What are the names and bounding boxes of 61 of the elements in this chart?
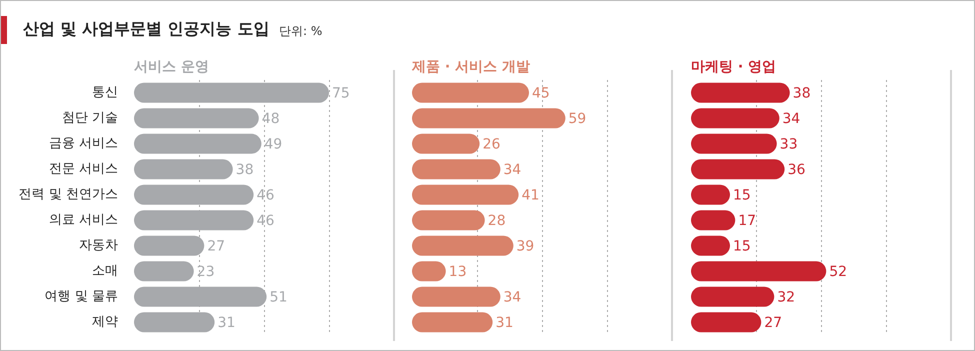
data-label: 33 <box>780 136 798 152</box>
bar <box>412 236 514 256</box>
data-label: 46 <box>256 212 275 229</box>
y-tick-label: 의료 서비스 <box>48 212 118 228</box>
series-label: 서비스 운영 <box>134 58 209 76</box>
y-tick-label: 통신 <box>92 85 118 100</box>
y-tick-label: 여행 및 물류 <box>44 289 118 304</box>
data-label: 52 <box>829 264 848 280</box>
bar <box>412 82 529 103</box>
data-label: 34 <box>503 162 522 178</box>
data-label: 48 <box>262 110 280 127</box>
data-label: 27 <box>764 314 782 331</box>
data-label: 38 <box>236 162 254 178</box>
data-label: 32 <box>777 289 796 306</box>
data-label: 75 <box>332 85 350 102</box>
bar <box>691 159 785 180</box>
series-label: 제품 · 서비스 개발 <box>412 58 530 76</box>
data-label: 31 <box>218 314 236 331</box>
y-tick-label: 첨단 기술 <box>62 110 118 126</box>
data-label: 49 <box>264 136 282 152</box>
data-label: 28 <box>488 212 506 229</box>
data-label: 13 <box>448 264 467 280</box>
bar <box>412 159 500 180</box>
data-label: 46 <box>256 187 275 204</box>
data-label: 26 <box>482 136 501 152</box>
data-label: 17 <box>738 212 756 229</box>
data-label: 36 <box>788 162 806 178</box>
data-label: 15 <box>733 238 751 254</box>
bar <box>412 286 500 307</box>
bar <box>412 184 519 205</box>
bar <box>412 134 480 154</box>
bar <box>691 286 774 307</box>
bar <box>412 210 485 230</box>
data-label: 15 <box>733 187 751 204</box>
data-label: 34 <box>503 289 522 306</box>
chart-title: 산업 및 사업부문별 인공지능 도입 <box>23 19 270 40</box>
bar <box>691 82 790 103</box>
y-tick-label: 소매 <box>92 264 118 279</box>
data-label: 34 <box>782 110 800 127</box>
bar <box>691 108 780 128</box>
data-label: 59 <box>568 110 586 127</box>
data-label: 45 <box>532 85 550 102</box>
bar <box>412 108 566 128</box>
chart-subtitle: 단위: % <box>279 23 322 40</box>
y-tick-label: 전력 및 천연가스 <box>18 187 118 202</box>
y-tick-label: 금융 서비스 <box>48 136 118 152</box>
data-label: 23 <box>196 264 215 280</box>
data-label: 38 <box>792 85 811 102</box>
bar <box>691 312 762 332</box>
data-label: 27 <box>207 238 226 254</box>
data-label: 31 <box>496 314 514 331</box>
bar <box>412 312 493 332</box>
y-tick-label: 전문 서비스 <box>48 162 118 177</box>
y-tick-label: 자동차 <box>79 238 118 254</box>
data-label: 41 <box>522 187 540 204</box>
series-label: 마케팅 · 영업 <box>691 58 776 76</box>
bar <box>691 134 777 154</box>
data-label: 39 <box>516 238 534 254</box>
bar <box>691 261 826 282</box>
y-tick-label: 제약 <box>92 314 118 330</box>
data-label: 51 <box>270 289 288 306</box>
